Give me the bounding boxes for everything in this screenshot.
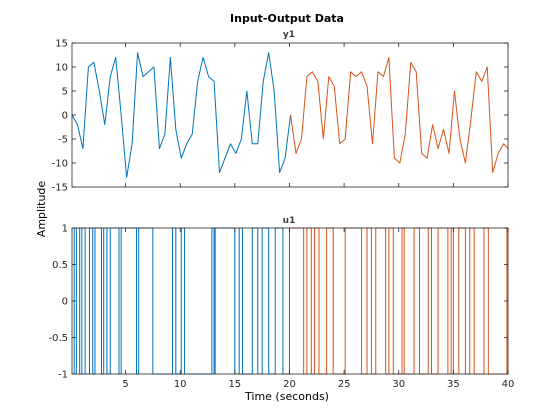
series-line-1 bbox=[71, 52, 292, 178]
y-tick-label: 5 bbox=[62, 87, 68, 98]
panel-u1: 1 0.5 0 -0.5 -1 5 10 15 20 25 30 35 40 bbox=[48, 224, 514, 391]
y-tick-label: -0.5 bbox=[48, 333, 68, 344]
x-tick-label: 40 bbox=[502, 379, 515, 390]
y-axis-label: Amplitude bbox=[35, 181, 48, 238]
plot-area bbox=[72, 43, 508, 187]
y-tick-label: 0 bbox=[62, 297, 68, 308]
y-tick-label: 0 bbox=[62, 111, 68, 122]
x-tick-label: 25 bbox=[338, 379, 351, 390]
series-line-2 bbox=[289, 227, 508, 375]
y-tick-label: -15 bbox=[52, 183, 68, 194]
x-tick-label: 10 bbox=[174, 379, 187, 390]
x-tick-label: 30 bbox=[392, 379, 405, 390]
y-tick-label: 15 bbox=[55, 39, 68, 50]
chart-title: Input-Output Data bbox=[230, 12, 344, 25]
panel-2-subtitle: u1 bbox=[283, 216, 296, 226]
y-tick-label: -5 bbox=[58, 135, 68, 146]
plot-area bbox=[72, 228, 508, 374]
panel-1-subtitle: y1 bbox=[283, 30, 295, 40]
x-tick-label: 20 bbox=[283, 379, 296, 390]
x-axis-label: Time (seconds) bbox=[244, 390, 329, 403]
y-tick-label: 1 bbox=[62, 224, 68, 235]
series-line-2 bbox=[290, 56, 509, 174]
y-tick-label: -1 bbox=[58, 370, 68, 381]
x-tick-label: 35 bbox=[447, 379, 460, 390]
y-tick-label: 10 bbox=[55, 63, 68, 74]
x-tick-label: 15 bbox=[228, 379, 241, 390]
x-tick-label: 5 bbox=[122, 379, 128, 390]
y-tick-label: 0.5 bbox=[52, 260, 68, 271]
panel-y1: 15 10 5 0 -5 -10 -15 bbox=[52, 39, 509, 194]
y-tick-label: -10 bbox=[52, 159, 68, 170]
